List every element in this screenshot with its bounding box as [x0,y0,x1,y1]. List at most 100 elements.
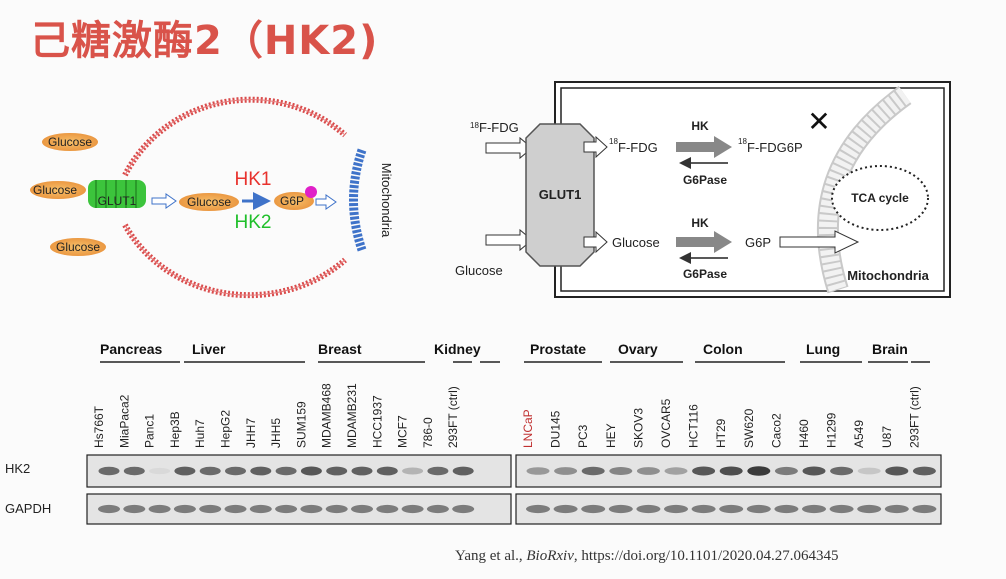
tca-cycle-label: TCA cycle [851,191,909,205]
tissue-group-label: Kidney [434,341,481,357]
glucose-inside-right-label: Glucose [612,235,660,250]
hk-top-label: HK [691,119,709,133]
gapdh-band [691,504,716,514]
gapdh-band [553,504,578,514]
glut1-transporter [88,180,146,208]
lane-label: HCC1937 [370,395,384,448]
hk2-band [774,466,798,476]
gapdh-band [249,504,272,514]
slide-title: 己糖激酶2（HK2) [30,18,379,64]
hk2-band [275,466,297,476]
fdg-inside-label: F-FDG [618,140,658,155]
hk2-band [526,467,550,475]
lane-label: Hs766T [92,405,106,448]
g6p-ellipse [274,192,314,210]
hk-bottom-label: HK [691,216,709,230]
hk2-band [885,466,909,476]
phosphate-dot [305,186,317,198]
gapdh-band [884,504,909,514]
lane-label: A549 [852,420,866,448]
citation-doi: , https://doi.org/10.1101/2020.04.27.064… [573,548,839,564]
gapdh-band [581,504,606,514]
tissue-group-label: Ovary [618,341,658,357]
lane-label: LNCaP [521,409,535,448]
svg-text:18: 18 [470,121,479,130]
lane-label: H1299 [825,412,839,448]
glucose-ellipse [30,181,86,199]
svg-text:18: 18 [738,137,747,146]
lane-label: Hep3B [168,411,182,448]
citation: Yang et al., BioRxiv, https://doi.org/10… [455,548,838,565]
gapdh-band [912,504,937,514]
gapdh-band [325,504,348,514]
hk1-label: HK1 [235,169,272,190]
hk2-band [123,466,145,476]
hk2-band [664,467,688,475]
lane-label: OVCAR5 [659,398,673,448]
glucose-ellipse [50,238,106,256]
gapdh-band [452,504,475,514]
gapdh-band [123,504,146,514]
hk2-band [747,466,771,476]
lane-label: JHH7 [244,418,258,448]
gapdh-band [224,504,247,514]
gapdh-band [401,504,424,514]
hk2-band [174,466,196,476]
lane-label: HepG2 [219,410,233,448]
glut1-octagon [525,123,595,267]
glucose-inside-label: Glucose [187,195,231,209]
gapdh-band [719,504,744,514]
lane-label: MiaPaca2 [117,394,131,448]
tca-cycle-ellipse [831,165,929,231]
mitochondria-strip [349,148,367,252]
gapdh-band [376,504,399,514]
lane-label: HCT116 [687,404,701,448]
gapdh-band [608,504,633,514]
gapdh-band [426,504,449,514]
mitochondria-right-label: Mitochondria [847,268,929,283]
hk2-band [554,467,578,475]
gapdh-band [664,504,688,514]
left-diagram: Glucose Glucose Glucose GLUT1 Glucose HK… [30,96,394,299]
svg-text:18: 18 [609,137,618,146]
gapdh-band [199,504,222,514]
gapdh-band [774,504,799,514]
hk2-band [98,466,120,476]
lane-label: SW620 [742,408,756,448]
right-diagram: 18 F-FDG Glucose GLUT1 18 F-FDG HK G6Pas… [455,81,951,298]
lane-label: PC3 [576,424,590,448]
lane-label: MDAMB468 [320,383,334,448]
gapdh-band [746,504,771,514]
lane-label: 786-0 [421,417,435,448]
tissue-group-label: Liver [192,341,226,357]
hk2-band [581,466,605,476]
lane-label: U87 [880,426,894,448]
mitochondria-label: Mitochondria [379,163,394,238]
hk2-band [830,466,854,476]
lane-label: HT29 [714,418,728,448]
hk2-band [149,467,171,475]
lane-label: H460 [797,419,811,448]
g6pase-top-label: G6Pase [683,173,727,187]
gapdh-band [636,504,661,514]
citation-journal: BioRxiv [526,548,574,564]
lane-label: HEY [604,423,618,448]
cell-membrane-lower [122,223,347,299]
lane-label: MCF7 [396,415,410,448]
lane-label: 293FT (ctrl) [446,386,460,448]
glucose-ellipse [42,133,98,151]
hk2-band [636,467,660,475]
gapdh-band [351,504,373,514]
hk2-label: HK2 [235,212,272,233]
lane-label: MDAMB231 [345,383,359,448]
tissue-group-label: Breast [318,341,362,357]
hk2-band [427,466,449,476]
tissue-group-label: Colon [703,341,743,357]
gapdh-band [98,504,120,514]
hk2-band [225,466,246,476]
lane-label: Huh7 [193,419,207,448]
gapdh-band [857,504,882,514]
glut1-right-label: GLUT1 [539,187,582,202]
hk2-band [199,466,221,476]
